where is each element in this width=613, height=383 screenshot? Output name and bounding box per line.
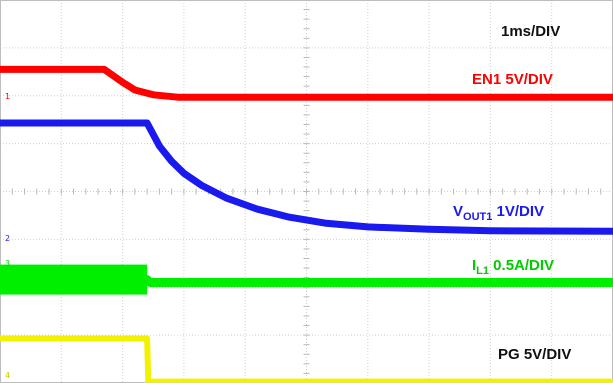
series-label-il1: IL1 0.5A/DIV — [472, 258, 554, 277]
channel-marker-3: 3 — [5, 260, 10, 268]
series-label-pg: PG 5V/DIV — [498, 347, 571, 362]
channel-marker-4: 4 — [5, 372, 10, 380]
channel-marker-2: 2 — [5, 235, 10, 243]
series-label-vout1-rest: 1V/DIV — [492, 203, 544, 220]
series-label-vout1: VOUT1 1V/DIV — [453, 204, 544, 223]
series-label-vout1-sub: OUT1 — [463, 211, 492, 223]
timebase-label: 1ms/DIV — [501, 24, 560, 39]
channel-marker-1: 1 — [5, 93, 10, 101]
series-label-en1: EN1 5V/DIV — [472, 72, 553, 87]
series-label-il1-sub: L1 — [476, 265, 489, 277]
trace-il1 — [0, 280, 613, 283]
series-label-vout1-main: V — [453, 203, 463, 220]
series-label-il1-rest: 0.5A/DIV — [489, 257, 554, 274]
